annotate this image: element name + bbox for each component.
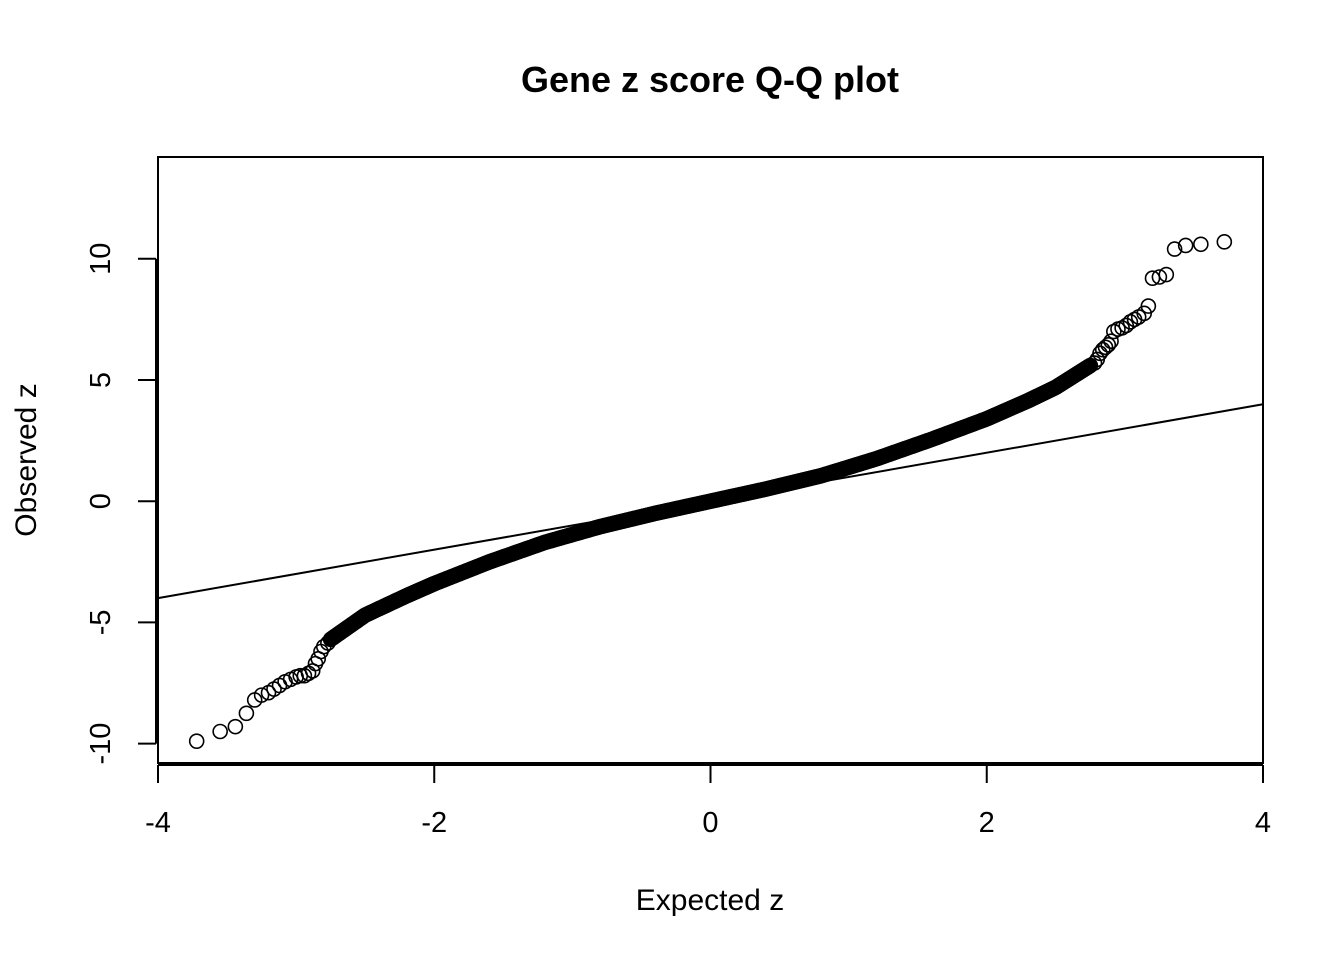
- y-tick-label: -10: [85, 723, 117, 765]
- y-axis: -10 -5 0 5 10: [85, 243, 157, 765]
- x-axis-label: Expected z: [636, 884, 784, 917]
- data-point: [1122, 314, 1139, 330]
- x-tick-label: -4: [145, 807, 171, 839]
- x-tick-label: 0: [702, 807, 718, 839]
- data-point: [320, 635, 336, 651]
- data-point: [1177, 237, 1194, 254]
- data-point: [1106, 323, 1122, 340]
- y-tick-label: 5: [85, 372, 117, 388]
- data-point: [253, 687, 270, 703]
- x-axis: -4 -2 0 2 4: [145, 764, 1271, 839]
- data-point: [1094, 341, 1111, 358]
- data-point: [315, 638, 332, 655]
- data-point: [1100, 337, 1117, 353]
- x-tick-label: -2: [421, 807, 447, 839]
- data-point: [296, 667, 313, 684]
- data-point: [227, 718, 244, 735]
- y-tick-label: 0: [85, 493, 117, 509]
- chart-title: Gene z score Q-Q plot: [521, 59, 899, 100]
- data-point: [1151, 269, 1168, 285]
- data-point: [1103, 333, 1119, 350]
- data-point: [1193, 236, 1209, 253]
- data-point: [1140, 298, 1157, 314]
- data-point: [1158, 266, 1175, 283]
- data-point: [1086, 355, 1103, 371]
- data-point: [1118, 317, 1135, 334]
- data-point: [1166, 241, 1183, 257]
- data-point: [212, 723, 228, 740]
- y-tick-label: 10: [85, 243, 117, 275]
- plot-frame: [157, 156, 1264, 764]
- x-tick-label: 2: [979, 807, 995, 839]
- y-axis-label: Observed z: [10, 383, 43, 536]
- data-point: [238, 705, 255, 722]
- data-points: [188, 234, 1233, 749]
- y-tick-label: -5: [85, 610, 117, 636]
- data-point: [188, 733, 205, 749]
- x-tick-label: 4: [1255, 807, 1271, 839]
- data-point: [1216, 234, 1233, 250]
- data-point: [1114, 320, 1130, 336]
- data-point: [1136, 305, 1153, 322]
